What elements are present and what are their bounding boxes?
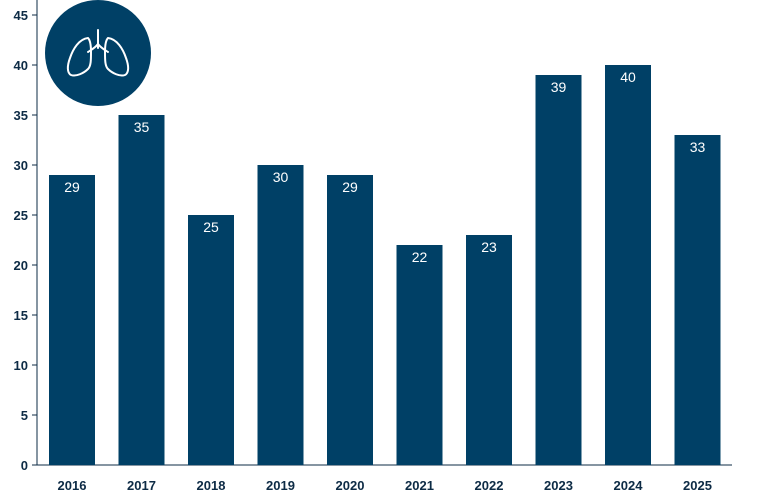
y-tick-label: 25 [14,208,28,223]
y-tick-label: 40 [14,58,28,73]
bar-2025 [674,135,721,465]
x-tick-label: 2018 [197,478,226,493]
y-tick-label: 15 [14,308,28,323]
data-label-2020: 29 [342,179,358,195]
x-tick-label: 2017 [127,478,156,493]
y-tick-label: 35 [14,108,28,123]
data-label-2025: 33 [690,139,706,155]
x-tick-label: 2020 [336,478,365,493]
y-tick-label: 0 [21,458,28,473]
y-tick-label: 10 [14,358,28,373]
x-tick-label: 2021 [405,478,434,493]
bar-2021 [396,245,443,465]
bar-2018 [188,215,234,465]
data-label-2022: 23 [481,239,497,255]
bar-2017 [118,115,165,465]
y-axis: 0 5 10 15 20 25 30 35 40 45 [14,0,38,473]
x-tick-label: 2022 [475,478,504,493]
y-tick-label: 30 [14,158,28,173]
bar-2020 [327,175,373,465]
bars [49,65,721,465]
data-label-2016: 29 [64,179,80,195]
data-labels: 29 35 25 30 29 22 23 39 40 33 [64,69,705,265]
lungs-icon [45,0,151,106]
data-label-2024: 40 [620,69,636,85]
icon-badge [45,0,151,106]
y-tick-label: 20 [14,258,28,273]
bar-2019 [257,165,304,465]
x-tick-label: 2016 [58,478,87,493]
data-label-2021: 22 [412,249,428,265]
x-tick-label: 2019 [266,478,295,493]
x-axis: 2016 2017 2018 2019 2020 2021 2022 2023 2024 2025 [37,464,732,493]
bar-2016 [49,175,95,465]
x-tick-label: 2024 [614,478,644,493]
data-label-2019: 30 [273,169,289,185]
bar-2022 [466,235,512,465]
y-tick-label: 45 [14,8,28,23]
data-label-2023: 39 [551,79,567,95]
bar-2023 [535,75,582,465]
data-label-2018: 25 [203,219,219,235]
y-tick-label: 5 [21,408,28,423]
x-tick-label: 2023 [544,478,573,493]
x-tick-label: 2025 [683,478,712,493]
bar-2024 [605,65,651,465]
data-label-2017: 35 [134,119,150,135]
